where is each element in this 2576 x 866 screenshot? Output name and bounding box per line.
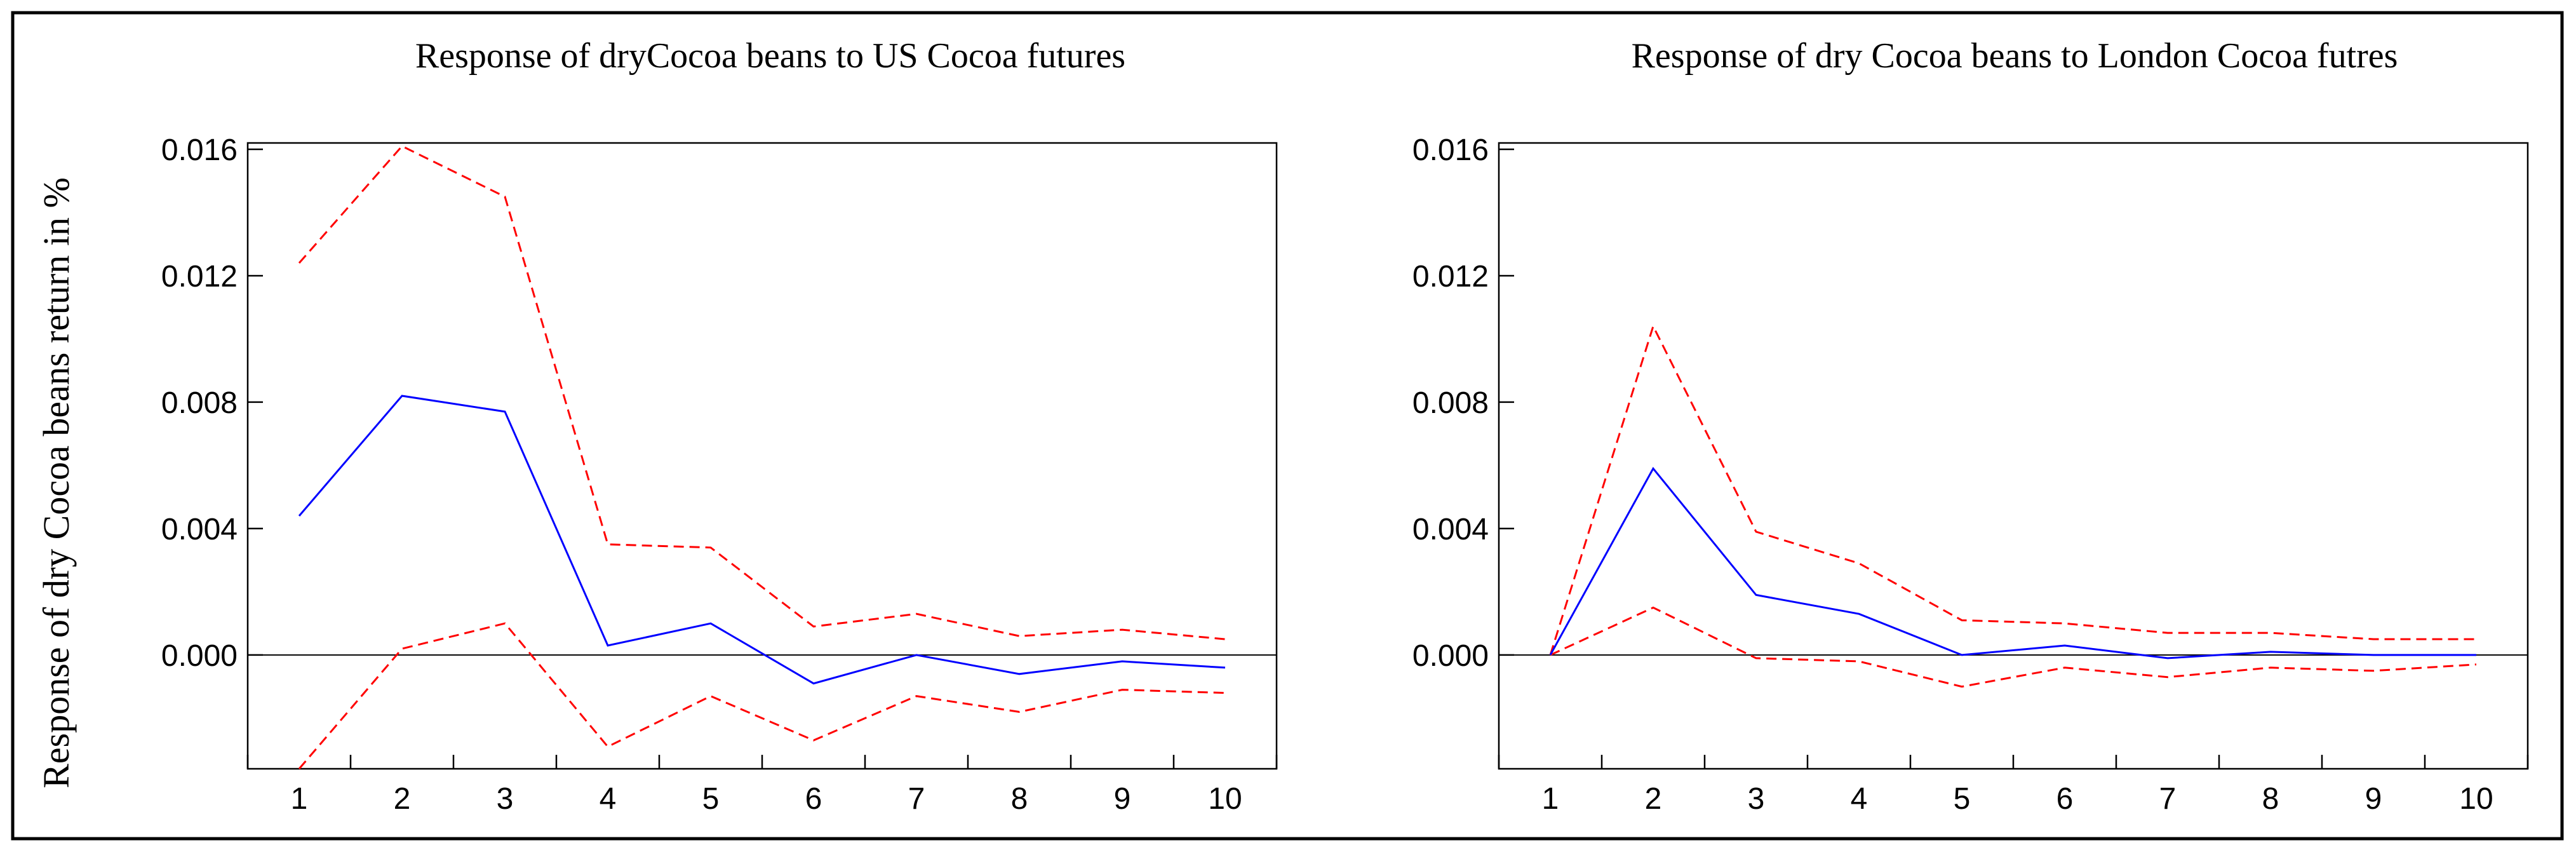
tick-labels-london: 1 2 3 4 5 6 7 8 9 10 0.000 0.004 0.008 0.012 0.016 <box>1412 133 2493 816</box>
upper-band-line-london <box>1549 323 2476 656</box>
x-tick-label-us: 5 <box>702 782 720 816</box>
lower-band-line-london <box>1550 606 2477 688</box>
response-line-london <box>1549 466 2476 660</box>
x-tick-label-us: 2 <box>394 782 411 816</box>
y-tick-label-us: 0.012 <box>161 260 238 294</box>
chart-title-us: Response of dryCocoa beans to US Cocoa f… <box>415 36 1125 76</box>
x-tick-label-us: 8 <box>1011 782 1028 816</box>
x-tick-label-london: 3 <box>1748 782 1765 816</box>
x-tick-label-us: 7 <box>908 782 925 816</box>
y-tick-label-london: 0.016 <box>1412 133 1489 167</box>
x-tick-label-london: 7 <box>2159 782 2177 816</box>
lower-band-line-us <box>298 622 1226 769</box>
response-line-us <box>298 395 1226 685</box>
x-tick-label-london: 1 <box>1542 782 1559 816</box>
y-tick-label-us: 0.004 <box>161 513 238 546</box>
chart-panel-us-cocoa-futures: Response of dryCocoa beans to US Cocoa f… <box>161 36 1278 816</box>
series-lines-us <box>248 145 1277 769</box>
x-tick-label-london: 8 <box>2262 782 2279 816</box>
outer-frame <box>11 11 2564 841</box>
x-tick-label-london: 10 <box>2459 782 2493 816</box>
x-tick-label-us: 6 <box>805 782 822 816</box>
x-tick-label-us: 9 <box>1114 782 1131 816</box>
x-tick-label-us: 4 <box>600 782 617 816</box>
tick-labels-us: 1 2 3 4 5 6 7 8 9 10 0.000 0.004 0.008 0.012 0.016 <box>161 133 1242 816</box>
upper-band-line-us <box>298 145 1226 640</box>
axis-ticks-us <box>246 148 1278 769</box>
x-tick-label-us: 3 <box>497 782 514 816</box>
y-tick-label-london: 0.000 <box>1412 639 1489 673</box>
x-tick-label-london: 5 <box>1954 782 1971 816</box>
y-tick-label-london: 0.008 <box>1412 386 1489 420</box>
series-lines-london <box>1499 323 2528 688</box>
y-tick-label-london: 0.004 <box>1412 513 1489 546</box>
chart-panel-london-cocoa-futures: Response of dry Cocoa beans to London Co… <box>1412 36 2529 816</box>
y-tick-label-us: 0.008 <box>161 386 238 420</box>
x-tick-label-london: 6 <box>2056 782 2074 816</box>
x-tick-label-london: 2 <box>1645 782 1662 816</box>
y-tick-label-us: 0.000 <box>161 639 238 673</box>
x-tick-label-us: 10 <box>1208 782 1242 816</box>
x-tick-label-london: 9 <box>2365 782 2382 816</box>
x-tick-label-us: 1 <box>291 782 308 816</box>
chart-title-london: Response of dry Cocoa beans to London Co… <box>1632 36 2398 76</box>
y-tick-label-london: 0.012 <box>1412 260 1489 294</box>
y-axis-label: Response of dry Cocoa beans return in % <box>36 177 77 788</box>
x-tick-label-london: 4 <box>1851 782 1868 816</box>
y-tick-label-us: 0.016 <box>161 133 238 167</box>
